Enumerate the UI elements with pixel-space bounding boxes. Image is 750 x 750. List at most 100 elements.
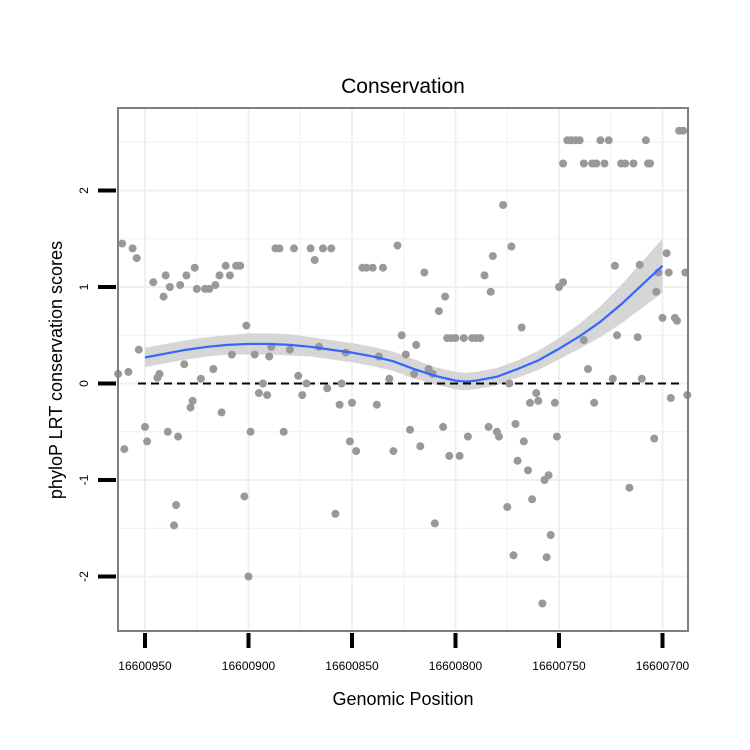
data-point [120, 445, 129, 454]
data-point [348, 398, 356, 407]
data-point [401, 350, 410, 359]
data-point [379, 263, 387, 272]
data-point [410, 369, 419, 378]
data-point [331, 509, 340, 518]
data-point [430, 519, 439, 528]
data-point [610, 261, 619, 270]
data-point [221, 261, 230, 270]
data-point [159, 292, 168, 301]
data-point [526, 398, 534, 407]
data-point [552, 432, 561, 441]
data-point [439, 422, 448, 431]
data-point [155, 369, 164, 378]
data-point [600, 159, 609, 168]
data-point [209, 365, 218, 373]
data-point [524, 466, 532, 475]
x-tick-label: 16600900 [222, 659, 276, 673]
data-point [559, 278, 568, 287]
data-point [294, 371, 303, 380]
data-point [217, 408, 226, 417]
data-point [559, 159, 568, 168]
data-point [604, 136, 613, 145]
data-point [641, 136, 650, 145]
data-point [455, 451, 464, 460]
data-point [393, 241, 402, 250]
y-tick-label: 0 [77, 380, 91, 387]
data-point [480, 271, 489, 280]
data-point [372, 400, 381, 409]
data-point [412, 340, 421, 349]
data-point [242, 321, 251, 330]
data-point [542, 553, 551, 562]
data-point [546, 531, 555, 539]
data-point [406, 425, 414, 434]
data-point [192, 284, 201, 293]
data-point [118, 239, 127, 248]
y-axis: -2 -1 0 1 2 [77, 187, 116, 582]
data-point [658, 313, 667, 322]
data-point [259, 379, 267, 388]
data-point [476, 334, 485, 343]
data-point [290, 244, 298, 253]
data-point [503, 503, 512, 511]
data-point [544, 471, 553, 480]
data-point [337, 379, 346, 388]
data-point [673, 316, 681, 325]
data-point [174, 432, 183, 441]
data-point [319, 244, 327, 253]
data-point [236, 261, 245, 270]
data-point [176, 281, 185, 290]
y-tick-label: 1 [77, 283, 91, 290]
data-point [254, 389, 263, 398]
data-point [488, 252, 497, 261]
data-point [215, 271, 224, 280]
data-point [385, 374, 394, 383]
data-point [345, 437, 354, 446]
data-point [505, 379, 514, 388]
data-point [416, 442, 425, 451]
data-point [265, 352, 274, 361]
data-point [170, 521, 178, 530]
data-point [275, 244, 284, 253]
data-point [306, 244, 315, 253]
data-point [517, 323, 526, 332]
data-point [646, 159, 655, 168]
data-point [575, 136, 584, 145]
data-point [368, 263, 377, 272]
data-point [441, 292, 450, 301]
data-point [519, 437, 528, 446]
data-point [666, 394, 675, 402]
data-point [596, 136, 605, 145]
data-point [172, 501, 181, 510]
data-point [625, 483, 634, 492]
data-point [420, 268, 429, 277]
data-point [227, 350, 236, 359]
data-point [188, 396, 197, 405]
x-axis: 16600950 16600900 16600850 16600800 16600750… [118, 633, 690, 673]
data-point [662, 249, 671, 258]
data-point [335, 400, 344, 409]
data-point [459, 334, 468, 343]
plot-panel [114, 107, 692, 632]
data-point [650, 434, 659, 443]
x-tick-label: 16600750 [532, 659, 586, 673]
data-point [225, 271, 234, 280]
data-point [182, 271, 191, 280]
data-point [509, 551, 518, 560]
x-tick-label: 16600950 [118, 659, 172, 673]
data-point [211, 281, 220, 290]
data-point [499, 201, 508, 209]
data-point [165, 283, 174, 291]
data-point [124, 367, 133, 376]
data-point [532, 389, 541, 398]
data-point [132, 254, 141, 263]
data-point [149, 278, 158, 287]
data-point [323, 384, 332, 393]
y-tick-label: -2 [77, 571, 91, 582]
data-point [584, 365, 592, 373]
data-point [352, 447, 361, 456]
confidence-ribbon [145, 238, 663, 391]
data-point [608, 374, 617, 383]
data-points [114, 126, 692, 608]
data-point [180, 360, 189, 369]
